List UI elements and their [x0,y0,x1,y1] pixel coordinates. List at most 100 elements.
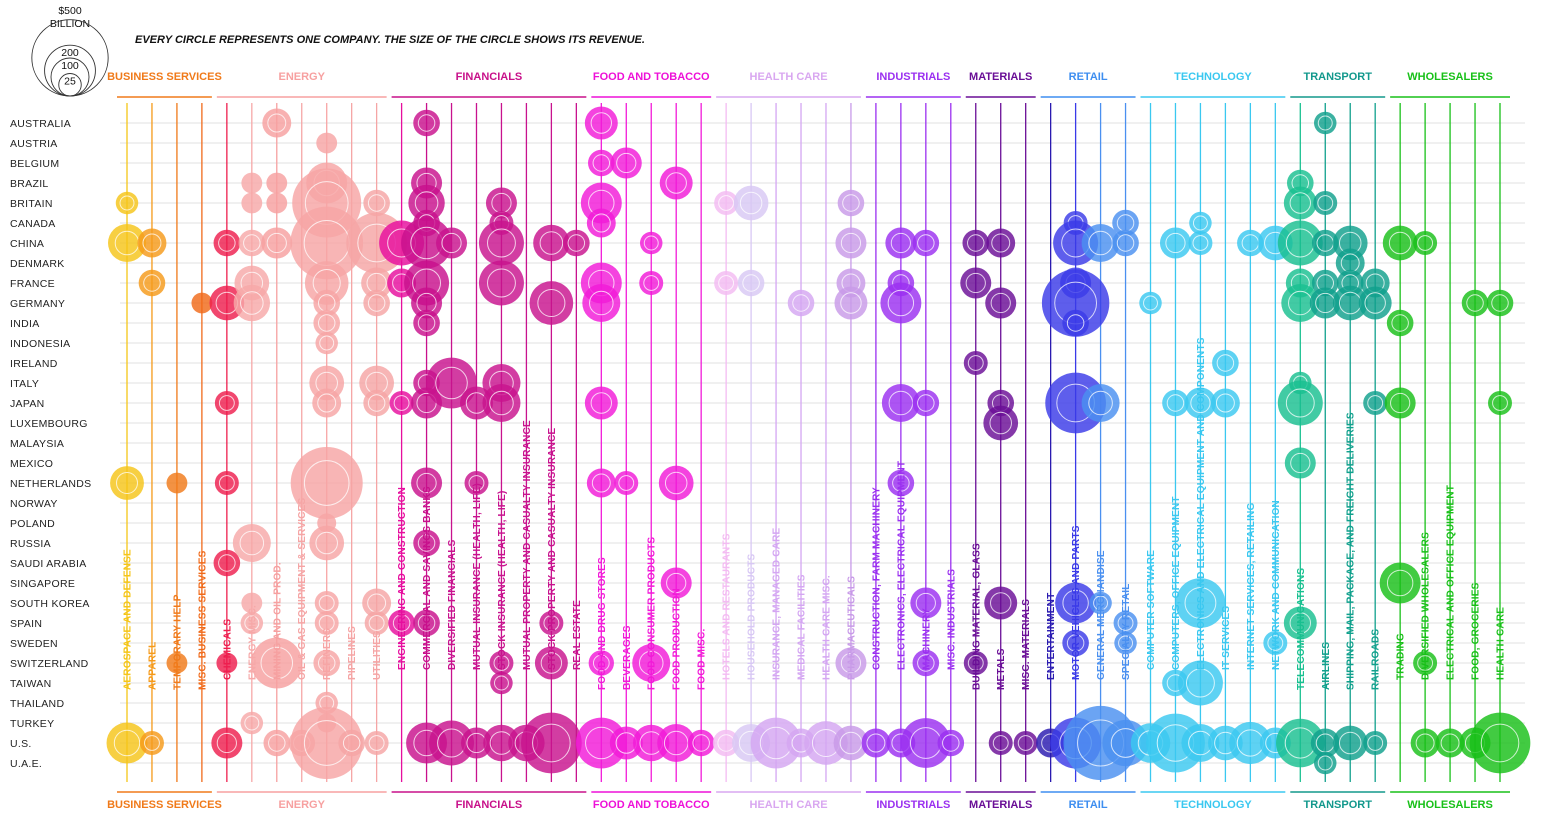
bubble-ring-building-material-glass-france [965,272,986,294]
bubble-stock-insurance-health-life-switzerland [489,651,514,675]
industry-label-food-groceries: FOOD, GROCERIES [1471,582,1482,680]
bubble-beverages-u-s [609,726,643,760]
bubble-specialty-retail-china [1112,229,1139,257]
bubble-ring-engineering-and-construction-japan [393,395,410,411]
bubble-ring-refiners-south-korea [318,595,335,611]
bubble-motor-vehicles-and-parts-germany [1041,269,1110,337]
country-label-u-s: U.S. [10,738,32,750]
bubble-shipping-mail-package-and-freight-deliveries-u-s [1332,725,1368,761]
bubble-it-services-japan [1210,388,1240,418]
bubble-refiners-india [313,309,341,337]
bubble-stock-insurance-health-life-britain [485,187,517,219]
bubble-ring-metals-germany [990,292,1011,314]
sector-header-bottom-technology: TECHNOLOGY [1174,799,1252,811]
bubble-energy-misc-brazil [241,172,263,194]
bubble-ring-electronics-and-electrical-equipment-and-components-south-korea [1184,587,1217,619]
industry-label-medical-facilities: MEDICAL FACILITIES [797,574,808,680]
bubble-ring-energy-misc-turkey [244,715,260,731]
industry-label-food-and-drug-stores: FOOD AND DRUG STORES [597,557,608,690]
bubble-ring-chemicals-japan [218,395,235,411]
bubble-stock-insurance-health-life-taiwan [490,671,513,695]
bubble-ring-utilities-japan [367,394,386,412]
country-label-britain: BRITAIN [10,198,53,210]
bubble-ring-food-and-drug-stores-canada [591,213,611,233]
sector-header-top-energy: ENERGY [279,71,326,83]
industry-label-shipping-mail-package-and-freight-deliveries: SHIPPING, MAIL, PACKAGE, AND FREIGHT DEL… [1346,412,1357,690]
bubble-ring-general-merchandise-south-korea [1093,595,1109,611]
bubble-pharmaceuticals-china [835,227,867,259]
bubble-ring-building-material-glass-switzerland [967,655,984,671]
bubble-ring-household-products-france [742,274,760,292]
bubble-ring-refiners-russia [315,531,338,555]
bubble-electronics-electrical-equipment-germany [880,282,922,324]
country-label-france: FRANCE [10,278,55,290]
bubble-chemicals-switzerland [216,652,238,674]
industry-label-electrical-and-office-equipment: ELECTRICAL AND OFFICE EQUIPMENT [1446,485,1457,680]
bubble-mining-and-oil-prod-switzerland [251,637,303,689]
industry-label-utilities: UTILITIES [372,631,383,680]
country-label-brazil: BRAZIL [10,178,49,190]
bubble-ring-electronics-and-electrical-equipment-and-components-japan [1190,392,1211,414]
bubble-ring-refiners-india [317,314,336,332]
sector-header-top-health-care: HEALTH CARE [750,71,828,83]
bubble-ring-commercial-and-savings-banks-australia [417,114,436,132]
country-label-japan: JAPAN [10,398,45,410]
bubble-telecommunications-britain [1283,186,1317,220]
bubble-chemicals-u-s [211,727,243,759]
bubble-ring-stock-insurance-health-life-japan [489,390,514,416]
bubble-engineering-and-construction-spain [388,609,415,637]
bubble-ring-airlines-u-a-e [1317,755,1333,771]
sector-header-top-transport: TRANSPORT [1304,71,1373,83]
bubble-food-production-u-s [657,724,696,762]
country-label-turkey: TURKEY [10,718,54,730]
bubble-telecommunications-mexico [1284,447,1316,479]
bubble-metals-germany [985,287,1017,319]
bubble-electronics-electrical-equipment-netherlands [887,469,915,497]
bubble-electronics-and-electrical-equipment-and-components-japan [1184,387,1216,419]
bubble-ring-specialty-retail-spain [1117,615,1134,631]
bubble-machinery-china [912,229,940,257]
country-label-norway: NORWAY [10,498,58,510]
industry-label-machinery: MACHINERY [921,608,932,670]
bubble-ring-food-consumer-products-china [643,235,659,251]
bubble-ring-general-merchandise-japan [1088,390,1113,416]
bubble-utilities-france [361,267,393,299]
bubble-ring-electronics-electrical-equipment-china [890,232,911,254]
industry-label-motor-vehicles-and-parts: MOTOR VEHICLES AND PARTS [1071,525,1082,680]
sector-header-bottom-business-services: BUSINESS SERVICES [107,799,222,811]
industry-label-stock-insurance-health-life: STOCK INSURANCE (HEALTH, LIFE) [497,490,508,670]
bubble-food-and-drug-stores-germany [582,284,621,322]
bubble-ring-metals-south-korea [990,592,1012,614]
industry-label-apparel: APPAREL [147,642,158,690]
legend-circle-25 [58,73,82,97]
company-bubbles [106,106,1531,781]
industry-label-chemicals: CHEMICALS [222,619,233,680]
bubble-refiners-south-korea [314,591,339,615]
bubble-ring-specialty-retail-sweden [1118,635,1134,651]
bubble-chemicals-japan [214,391,239,415]
bubble-computers-office-equipment-japan [1162,389,1189,417]
bubble-ring-real-estate-china [567,234,586,252]
bubble-ring-utilities-spain [368,615,385,631]
legend-label-25: 25 [64,76,76,88]
bubble-ring-trading-india [1391,314,1409,332]
country-label-south-korea: SOUTH KOREA [10,598,90,610]
bubble-ring-stock-property-and-casualty-insurance-u-s [532,723,571,763]
country-label-ireland: IRELAND [10,358,58,370]
bubble-pharmaceuticals-switzerland [835,647,867,679]
bubble-medical-facilities-germany [787,289,815,317]
bubble-aerospace-and-defense-u-s [106,722,148,764]
bubble-mining-and-oil-prod-u-s [263,729,291,757]
bubble-general-merchandise-japan [1081,384,1120,422]
bubble-ring-food-consumer-products-france [643,275,660,291]
bubble-telecommunications-spain [1283,606,1317,640]
bubble-airlines-britain [1313,191,1338,215]
country-label-denmark: DENMARK [10,258,65,270]
bubble-electronics-and-electrical-equipment-and-components-china [1188,231,1213,255]
bubble-energy-misc-turkey [240,711,264,735]
industry-label-building-material-glass: BUILDING MATERIAL, GLASS [971,543,982,690]
bubble-ring-food-production-netherlands [664,471,688,495]
bubble-metals-luxembourg [983,405,1019,441]
bubble-energy-misc-spain [240,611,264,635]
industry-label-electronics-and-electrical-equipment-and-components: ELECTRONICS AND ELECTRICAL EQUIPMENT AND… [1196,337,1207,670]
